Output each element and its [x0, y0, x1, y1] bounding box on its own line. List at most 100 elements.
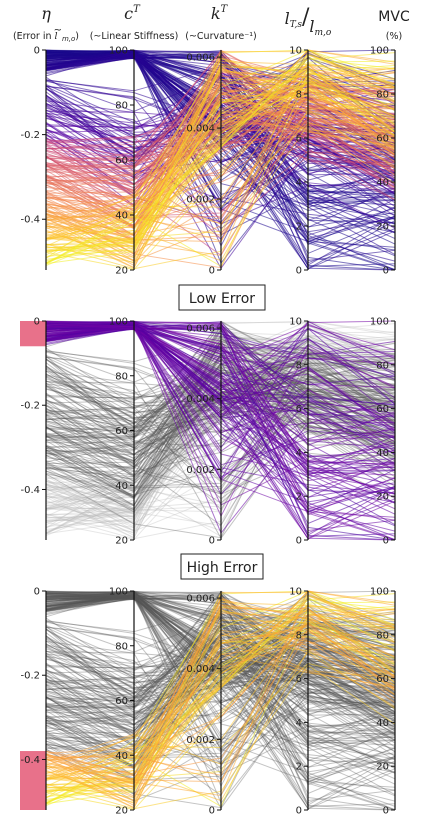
tick-label: 0 — [383, 266, 389, 277]
tick-label: 4 — [296, 448, 302, 459]
header-eta-subtitle: (Error in l~m,o) — [13, 25, 79, 43]
tick-label: 60 — [376, 404, 389, 415]
tick-label: 0 — [34, 587, 40, 598]
tick-label: -0.2 — [20, 671, 40, 682]
tick-label: 40 — [376, 178, 389, 189]
low-error-text: Low Error — [189, 291, 255, 307]
tick-label: 0 — [209, 266, 215, 277]
tick-label: 40 — [376, 718, 389, 729]
tick-label: 0.004 — [186, 124, 215, 135]
tick-label: 6 — [296, 404, 302, 415]
tick-label: 80 — [115, 641, 128, 652]
tick-label: 80 — [376, 630, 389, 641]
tick-label: 100 — [109, 46, 128, 57]
tick-label: 20 — [376, 762, 389, 773]
header-lts-symbol: lT,s/lm,o — [285, 5, 332, 38]
header-mvc-symbol: MVC — [378, 9, 410, 25]
header-kt-symbol: kT — [211, 4, 229, 23]
tick-label: 40 — [115, 481, 128, 492]
tick-label: 0.002 — [186, 735, 215, 746]
high-error-text: High Error — [187, 560, 258, 576]
header-eta: η (Error in l~m,o) — [13, 4, 79, 43]
tick-label: 0.002 — [186, 195, 215, 206]
tick-label: 0.002 — [186, 465, 215, 476]
tick-label: 4 — [296, 718, 302, 729]
axis-3: 10 8 6 4 2 0 — [289, 46, 309, 277]
tick-label: 0 — [383, 806, 389, 817]
tick-label: 100 — [109, 587, 128, 598]
axis-1: 100 80 60 40 20 — [109, 46, 135, 277]
header-mvc: MVC (%) — [378, 9, 410, 42]
header-mvc-subtitle: (%) — [386, 31, 402, 42]
high-error-label: High Error — [180, 553, 264, 580]
tick-label: 0 — [296, 806, 302, 817]
tick-label: 0.004 — [186, 664, 215, 675]
header-lts: lT,s/lm,o — [285, 5, 332, 38]
tick-label: 80 — [376, 360, 389, 371]
axis-headers: η (Error in l~m,o) cT (~Linear Stiffness… — [13, 4, 410, 43]
header-eta-symbol: η — [41, 4, 51, 23]
tick-label: 60 — [115, 696, 128, 707]
tick-label: 2 — [296, 492, 302, 503]
tick-label: 60 — [376, 674, 389, 685]
axis-0: 0 -0.2 -0.4 — [20, 317, 47, 540]
tick-label: 0 — [296, 536, 302, 547]
tick-label: 80 — [115, 371, 128, 382]
tick-label: 2 — [296, 762, 302, 773]
tick-label: 6 — [296, 674, 302, 685]
tick-label: 10 — [289, 587, 302, 598]
tick-label: 0.006 — [186, 53, 215, 64]
tick-label: 0 — [383, 536, 389, 547]
tick-label: 60 — [376, 134, 389, 145]
tick-label: -0.2 — [20, 130, 40, 141]
axis-4: 100 80 60 40 20 0 — [370, 317, 396, 547]
tick-label: 80 — [376, 90, 389, 101]
tick-label: 20 — [376, 492, 389, 503]
low-error-label: Low Error — [178, 284, 266, 311]
tick-label: 0 — [34, 46, 40, 57]
axis-4: 100 80 60 40 20 0 — [370, 46, 396, 277]
tick-label: -0.4 — [20, 755, 40, 766]
tick-label: 20 — [115, 536, 128, 547]
axis-1: 100 80 60 40 20 — [109, 587, 135, 817]
axis-2: 0.006 0.004 0.002 0 — [186, 321, 222, 547]
tick-label: 10 — [289, 46, 302, 57]
header-ct: cT (~Linear Stiffness) — [90, 4, 179, 42]
axis-2: 0.006 0.004 0.002 0 — [186, 591, 222, 817]
selection-band[interactable] — [20, 321, 46, 347]
tick-label: 40 — [376, 448, 389, 459]
tick-label: 100 — [370, 46, 389, 57]
tick-label: 20 — [115, 266, 128, 277]
tick-label: 8 — [296, 630, 302, 641]
axis-4: 100 80 60 40 20 0 — [370, 587, 396, 817]
tick-label: 0.004 — [186, 394, 215, 405]
tick-label: 0 — [296, 266, 302, 277]
tick-label: 10 — [289, 317, 302, 328]
axis-3: 10 8 6 4 2 0 — [289, 587, 309, 817]
tick-label: 6 — [296, 134, 302, 145]
header-kt-subtitle: (~Curvature⁻¹) — [185, 31, 257, 42]
selection-band[interactable] — [20, 751, 46, 810]
axis-0: 0 -0.2 -0.4 — [20, 587, 47, 810]
tick-label: 4 — [296, 178, 302, 189]
tick-label: 20 — [376, 222, 389, 233]
tick-label: 100 — [109, 317, 128, 328]
tick-label: 0 — [34, 317, 40, 328]
axis-1: 100 80 60 40 20 — [109, 317, 135, 547]
tick-label: 0.006 — [186, 594, 215, 605]
axis-3: 10 8 6 4 2 0 — [289, 317, 309, 547]
tick-label: -0.2 — [20, 401, 40, 412]
tick-label: 0 — [209, 806, 215, 817]
tick-label: 8 — [296, 360, 302, 371]
tick-label: 100 — [370, 317, 389, 328]
header-kt: kT (~Curvature⁻¹) — [185, 4, 257, 42]
tick-label: 20 — [115, 806, 128, 817]
axis-2: 0.006 0.004 0.002 0 — [186, 50, 222, 277]
tick-label: 100 — [370, 587, 389, 598]
tick-label: 40 — [115, 211, 128, 222]
tick-label: 2 — [296, 222, 302, 233]
panel-low-error: 0-0.2-0.4100806040200.0060.0040.00201086… — [20, 317, 396, 547]
header-ct-symbol: cT — [124, 4, 141, 23]
tick-label: 40 — [115, 751, 128, 762]
